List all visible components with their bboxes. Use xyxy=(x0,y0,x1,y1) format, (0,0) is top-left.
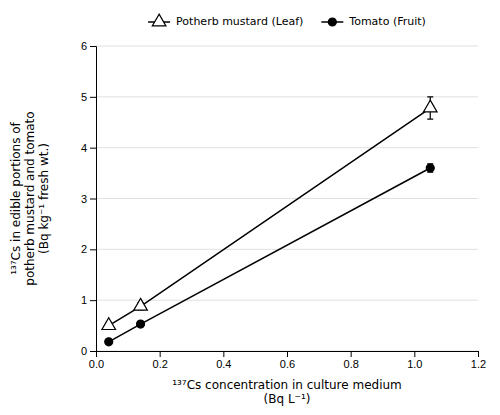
tick-mark xyxy=(90,199,96,200)
legend-label: Potherb mustard (Leaf) xyxy=(176,15,303,28)
legend-item: Tomato (Fruit) xyxy=(321,15,426,28)
tick: 1 xyxy=(81,294,96,306)
tick-label: 0.2 xyxy=(153,358,168,370)
tick-label: 1.0 xyxy=(407,358,422,370)
tick-mark xyxy=(90,46,96,47)
tick-label: 1 xyxy=(81,294,87,306)
grid-line xyxy=(96,46,478,47)
legend-label: Tomato (Fruit) xyxy=(348,15,426,28)
legend: Potherb mustard (Leaf) Tomato (Fruit) xyxy=(148,14,426,28)
tick-label: 4 xyxy=(81,142,87,154)
tick-mark xyxy=(90,249,96,250)
y-axis: 0 1 2 3 4 5 6 xyxy=(81,40,97,357)
tick-mark xyxy=(90,300,96,301)
legend-item: Potherb mustard (Leaf) xyxy=(148,14,303,28)
data xyxy=(102,97,437,346)
grid-line xyxy=(96,96,478,97)
axis-line xyxy=(97,352,479,358)
grid-line xyxy=(96,147,478,148)
series-line xyxy=(109,168,431,342)
tick-mark xyxy=(287,351,288,357)
tick: 6 xyxy=(81,40,96,52)
error-bar xyxy=(427,164,433,172)
tick: 0.8 xyxy=(344,351,359,370)
tick: 2 xyxy=(81,243,96,255)
x-axis: 0.0 0.2 0.4 0.6 0.8 1.0 1.2 xyxy=(89,351,486,370)
tick-label: 0.4 xyxy=(216,358,231,370)
grid-line xyxy=(96,198,478,199)
y-axis-label: potherb mustard and tomato xyxy=(23,111,37,285)
tick: 0 xyxy=(81,345,96,357)
tick-mark xyxy=(223,351,224,357)
tick-mark xyxy=(90,97,96,98)
tick-mark xyxy=(351,351,352,357)
series-line xyxy=(109,108,431,326)
tick-label: 0.0 xyxy=(89,358,104,370)
y-axis-label: (Bq kg⁻¹ fresh wt.) xyxy=(37,143,51,254)
legend-symbol xyxy=(152,14,166,26)
grid xyxy=(96,46,478,351)
tick-label: 1.2 xyxy=(471,358,486,370)
tick: 1.0 xyxy=(407,351,422,370)
tick: 0.4 xyxy=(216,351,231,370)
tick-mark xyxy=(90,351,96,352)
tick: 3 xyxy=(81,193,96,205)
marker xyxy=(102,318,116,330)
tick: 5 xyxy=(81,91,96,103)
marker xyxy=(423,100,437,112)
tick-label: 0.6 xyxy=(280,358,295,370)
tick-label: 2 xyxy=(81,243,87,255)
tick-mark xyxy=(90,148,96,149)
grid-line xyxy=(96,300,478,301)
legend-symbol xyxy=(328,18,336,26)
tick-label: 6 xyxy=(81,40,87,52)
tick-label: 5 xyxy=(81,91,87,103)
marker xyxy=(134,298,148,310)
y-axis-label: ¹³⁷Cs in edible portions of xyxy=(9,121,23,274)
tick: 4 xyxy=(81,142,96,154)
tick-label: 0 xyxy=(81,345,87,357)
marker xyxy=(426,164,434,172)
tick: 0.2 xyxy=(153,351,168,370)
tick-mark xyxy=(160,351,161,357)
marker xyxy=(137,320,145,328)
tick: 0.6 xyxy=(280,351,295,370)
axis-line xyxy=(90,47,97,352)
x-axis-label: ¹³⁷Cs concentration in culture medium xyxy=(172,378,402,392)
plot-area: 0.0 0.2 0.4 0.6 0.8 1.0 1.2 0 1 2 3 4 5 6 xyxy=(81,40,486,370)
tick-label: 3 xyxy=(81,193,87,205)
tick: 1.2 xyxy=(471,351,486,370)
tick-mark xyxy=(414,351,415,357)
x-axis-label: (Bq L⁻¹) xyxy=(264,392,311,406)
chart: 0.0 0.2 0.4 0.6 0.8 1.0 1.2 0 1 2 3 4 5 6 ¹³⁷Cs concen… xyxy=(0,0,500,415)
grid-line xyxy=(96,249,478,250)
tick-mark xyxy=(478,351,479,357)
tick: 0.0 xyxy=(89,351,104,370)
tick-label: 0.8 xyxy=(344,358,359,370)
marker xyxy=(105,338,113,346)
